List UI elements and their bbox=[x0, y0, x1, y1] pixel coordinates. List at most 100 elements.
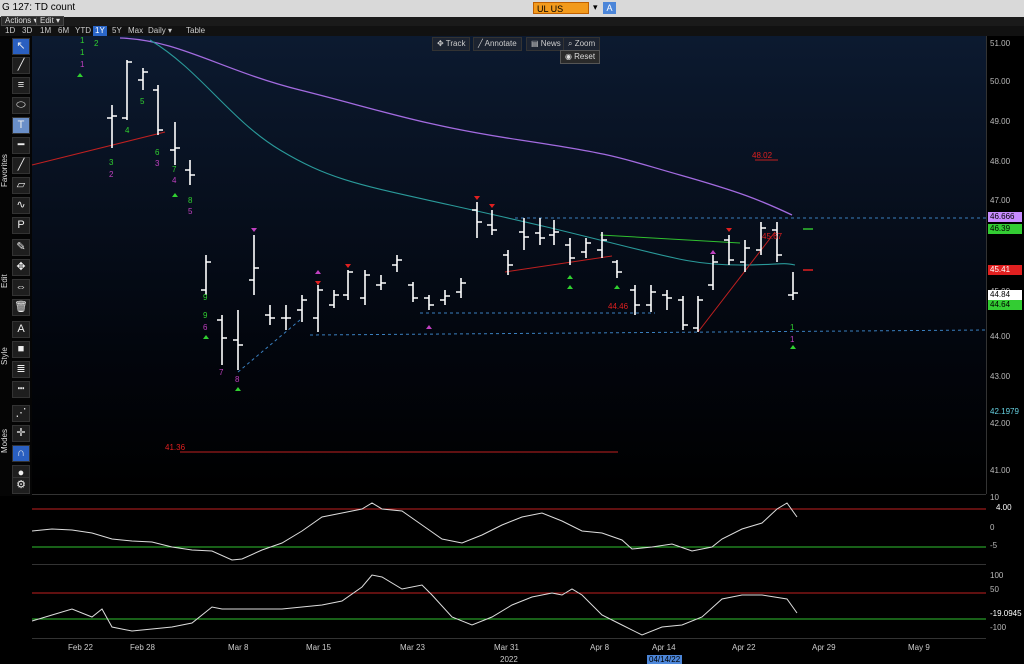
fill-color-icon[interactable]: ■ bbox=[12, 341, 30, 358]
tick-4900: 49.00 bbox=[990, 117, 1011, 126]
date-mar31: Mar 31 bbox=[494, 643, 519, 652]
svg-text:7: 7 bbox=[219, 368, 224, 377]
annotate-label: Annotate bbox=[484, 39, 517, 48]
date-mar15: Mar 15 bbox=[306, 643, 331, 652]
level-dashed-diag bbox=[237, 319, 301, 373]
reset-label: Reset bbox=[574, 52, 596, 61]
arrow-markers bbox=[77, 73, 796, 391]
track-label: Track bbox=[445, 39, 466, 48]
range-1m[interactable]: 1M bbox=[40, 26, 52, 35]
window-title: G 127: TD count bbox=[2, 2, 76, 13]
date-apr22: Apr 22 bbox=[732, 643, 756, 652]
range-1y[interactable]: 1Y bbox=[93, 26, 107, 36]
svg-text:2: 2 bbox=[94, 39, 99, 48]
svg-text:1: 1 bbox=[80, 36, 85, 45]
svg-text:8: 8 bbox=[188, 196, 193, 205]
tag-last-price: 44.84 bbox=[988, 290, 1022, 300]
svg-text:1: 1 bbox=[790, 335, 795, 344]
frequency-dropdown[interactable]: Daily ▾ bbox=[148, 26, 173, 35]
range-1d[interactable]: 1D bbox=[5, 26, 16, 35]
svg-text:4: 4 bbox=[172, 176, 177, 185]
tag-green-4464: 44.64 bbox=[988, 300, 1022, 310]
oscillator-panel-1[interactable]: 4.00 10 0 -5 bbox=[31, 493, 1012, 565]
osc1-tick-0: 0 bbox=[990, 523, 995, 532]
svg-text:9: 9 bbox=[203, 293, 208, 302]
svg-text:1: 1 bbox=[80, 48, 85, 57]
trendline-tool-icon[interactable]: ╱ bbox=[12, 157, 30, 174]
horizontal-line-tool-icon[interactable]: ━ bbox=[12, 137, 30, 154]
pointer-tool-icon[interactable]: ↖ bbox=[12, 38, 30, 55]
annotate-button[interactable]: ╱ Annotate bbox=[473, 37, 522, 51]
move-tool-icon[interactable]: ✥ bbox=[12, 259, 30, 276]
date-axis: Feb 22 Feb 28 Mar 8 Mar 15 Mar 23 Mar 31… bbox=[32, 638, 986, 664]
resize-tool-icon[interactable]: ⇔ bbox=[12, 279, 30, 296]
date-apr29: Apr 29 bbox=[812, 643, 836, 652]
range-5y[interactable]: 5Y bbox=[112, 26, 122, 35]
date-apr14: Apr 14 bbox=[652, 643, 676, 652]
track-button[interactable]: ✥ Track bbox=[432, 37, 471, 51]
oscillator-panel-2[interactable]: 100 50 -19.0945 -100 bbox=[31, 564, 1022, 639]
tag-red-4541: 45.41 bbox=[988, 265, 1022, 275]
price-label-tool-icon[interactable]: P bbox=[12, 217, 30, 234]
ellipse-tool-icon[interactable]: ⬭ bbox=[12, 97, 30, 114]
osc2-tick-100: 100 bbox=[990, 571, 1004, 580]
date-may9: May 9 bbox=[908, 643, 930, 652]
ma-purple-line bbox=[119, 37, 793, 216]
osc1-value-tag: 4.00 bbox=[996, 503, 1012, 512]
table-button[interactable]: Table bbox=[186, 26, 206, 35]
ticker-dropdown-icon[interactable]: ▾ bbox=[593, 2, 598, 12]
trend-line-red-mid bbox=[504, 255, 613, 273]
crosshair-mode-icon[interactable]: ✛ bbox=[12, 425, 30, 442]
magnet-mode-icon[interactable]: ∩ bbox=[12, 445, 30, 462]
svg-text:5: 5 bbox=[140, 97, 145, 106]
edit-menu[interactable]: Edit ▾ bbox=[36, 16, 65, 26]
reset-button[interactable]: ◉ Reset bbox=[560, 50, 600, 64]
tick-4400: 44.00 bbox=[990, 332, 1011, 341]
range-3d[interactable]: 3D bbox=[22, 26, 33, 35]
pen-tool-icon[interactable]: ╱ bbox=[12, 57, 30, 74]
settings-gear-icon[interactable]: ⚙ bbox=[12, 477, 30, 494]
osc2-tick-50: 50 bbox=[990, 585, 999, 594]
menu-bar: Actions ▾ Edit ▾ bbox=[0, 16, 1024, 26]
line-weight-icon[interactable]: ≣ bbox=[12, 361, 30, 378]
tag-teal-ma: 42.1979 bbox=[988, 407, 1022, 417]
annotation-4446: 44.46 bbox=[608, 302, 629, 311]
svg-text:6: 6 bbox=[203, 323, 208, 332]
a-button[interactable]: A bbox=[603, 2, 616, 14]
annotation-4136: 41.36 bbox=[165, 443, 186, 452]
tick-5100: 51.00 bbox=[990, 39, 1011, 48]
svg-text:8: 8 bbox=[235, 375, 240, 384]
tick-4800: 48.00 bbox=[990, 157, 1011, 166]
zoom-label: Zoom bbox=[574, 39, 596, 48]
channel-tool-icon[interactable]: ▱ bbox=[12, 177, 30, 194]
trend-line-red-left bbox=[31, 131, 166, 166]
svg-text:6: 6 bbox=[155, 148, 160, 157]
date-feb28: Feb 28 bbox=[130, 643, 155, 652]
line-style-icon[interactable]: ┅ bbox=[12, 381, 30, 398]
date-mar23: Mar 23 bbox=[400, 643, 425, 652]
font-style-icon[interactable]: A bbox=[12, 321, 30, 338]
pencil-tool-icon[interactable]: ✎ bbox=[12, 239, 30, 256]
svg-text:1: 1 bbox=[790, 323, 795, 332]
svg-text:2: 2 bbox=[109, 170, 114, 179]
news-button[interactable]: ▤ News bbox=[526, 37, 566, 51]
year-label: 2022 bbox=[500, 655, 518, 664]
range-6m[interactable]: 6M bbox=[58, 26, 70, 35]
range-max[interactable]: Max bbox=[128, 26, 144, 35]
level-dashed-4400 bbox=[309, 329, 987, 336]
tag-green-4639: 46.39 bbox=[988, 224, 1022, 234]
text-tool-icon[interactable]: T bbox=[12, 117, 30, 134]
tag-ma-purple: 46.666 bbox=[988, 212, 1022, 222]
range-ytd[interactable]: YTD bbox=[75, 26, 91, 35]
svg-text:5: 5 bbox=[188, 207, 193, 216]
trash-icon[interactable]: 🗑 bbox=[12, 299, 30, 316]
tick-4700: 47.00 bbox=[990, 196, 1011, 205]
snap-mode-icon[interactable]: ⋰ bbox=[12, 405, 30, 422]
tick-4200: 42.00 bbox=[990, 419, 1011, 428]
polyline-tool-icon[interactable]: ∿ bbox=[12, 197, 30, 214]
svg-text:3: 3 bbox=[109, 158, 114, 167]
fib-tool-icon[interactable]: ≡ bbox=[12, 77, 30, 94]
trend-line-red-right bbox=[697, 231, 776, 333]
ohlc-bars bbox=[107, 60, 798, 370]
